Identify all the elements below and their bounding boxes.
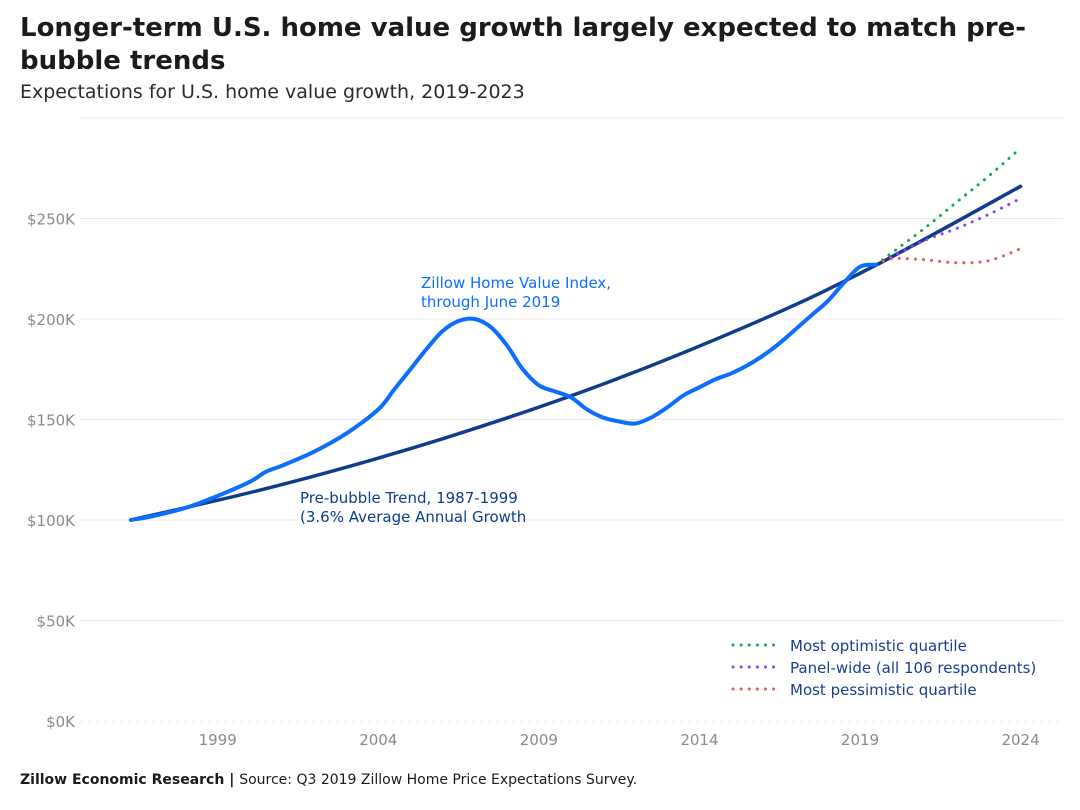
zhvi-annotation-line: Zillow Home Value Index, [421,274,611,292]
grid-lines [80,117,1063,722]
chart-title: Longer-term U.S. home value growth large… [20,13,1026,76]
x-tick-label: 1999 [199,731,237,749]
chart-subtitle: Expectations for U.S. home value growth,… [20,81,525,103]
legend-label-optimistic: Most optimistic quartile [790,637,967,655]
series-pessimistic [874,247,1023,267]
y-tick-label: $200K [27,311,76,329]
legend-label-pessimistic: Most pessimistic quartile [790,681,977,699]
series-zhvi [129,262,879,522]
x-axis-ticks: 1999 2004 2009 2014 2019 2024 [199,731,1040,749]
y-tick-label: $100K [27,512,76,530]
zhvi-annotation-line: through June 2019 [421,293,560,311]
footer-separator: | [224,772,240,788]
x-tick-label: 2004 [359,731,397,749]
y-tick-label: $50K [37,613,77,631]
series-optimistic [874,146,1023,267]
y-tick-label: $250K [27,211,76,229]
x-tick-label: 2019 [841,731,879,749]
footer-brand: Zillow Economic Research [20,772,225,788]
series-lines [129,146,1023,522]
footer-source: Source: Q3 2019 Zillow Home Price Expect… [239,772,638,788]
trend-annotation-line: Pre-bubble Trend, 1987-1999 [300,489,518,507]
trend-annotation-line: (3.6% Average Annual Growth [300,508,526,526]
legend: Most optimistic quartile Panel-wide (all … [731,637,1036,699]
x-tick-label: 2024 [1001,731,1039,749]
y-tick-label: $150K [27,412,76,430]
legend-label-panel: Panel-wide (all 106 respondents) [790,659,1036,677]
footer: Zillow Economic Research | Source: Q3 20… [20,772,637,788]
y-tick-label: $0K [46,713,76,731]
annotations: Zillow Home Value Index,through June 201… [300,274,611,526]
series-trend [129,184,1023,522]
x-tick-label: 2009 [520,731,558,749]
series-panel [874,196,1023,267]
x-tick-label: 2014 [680,731,718,749]
y-axis-ticks: $0K $50K $100K $150K $200K $250K [27,211,76,732]
